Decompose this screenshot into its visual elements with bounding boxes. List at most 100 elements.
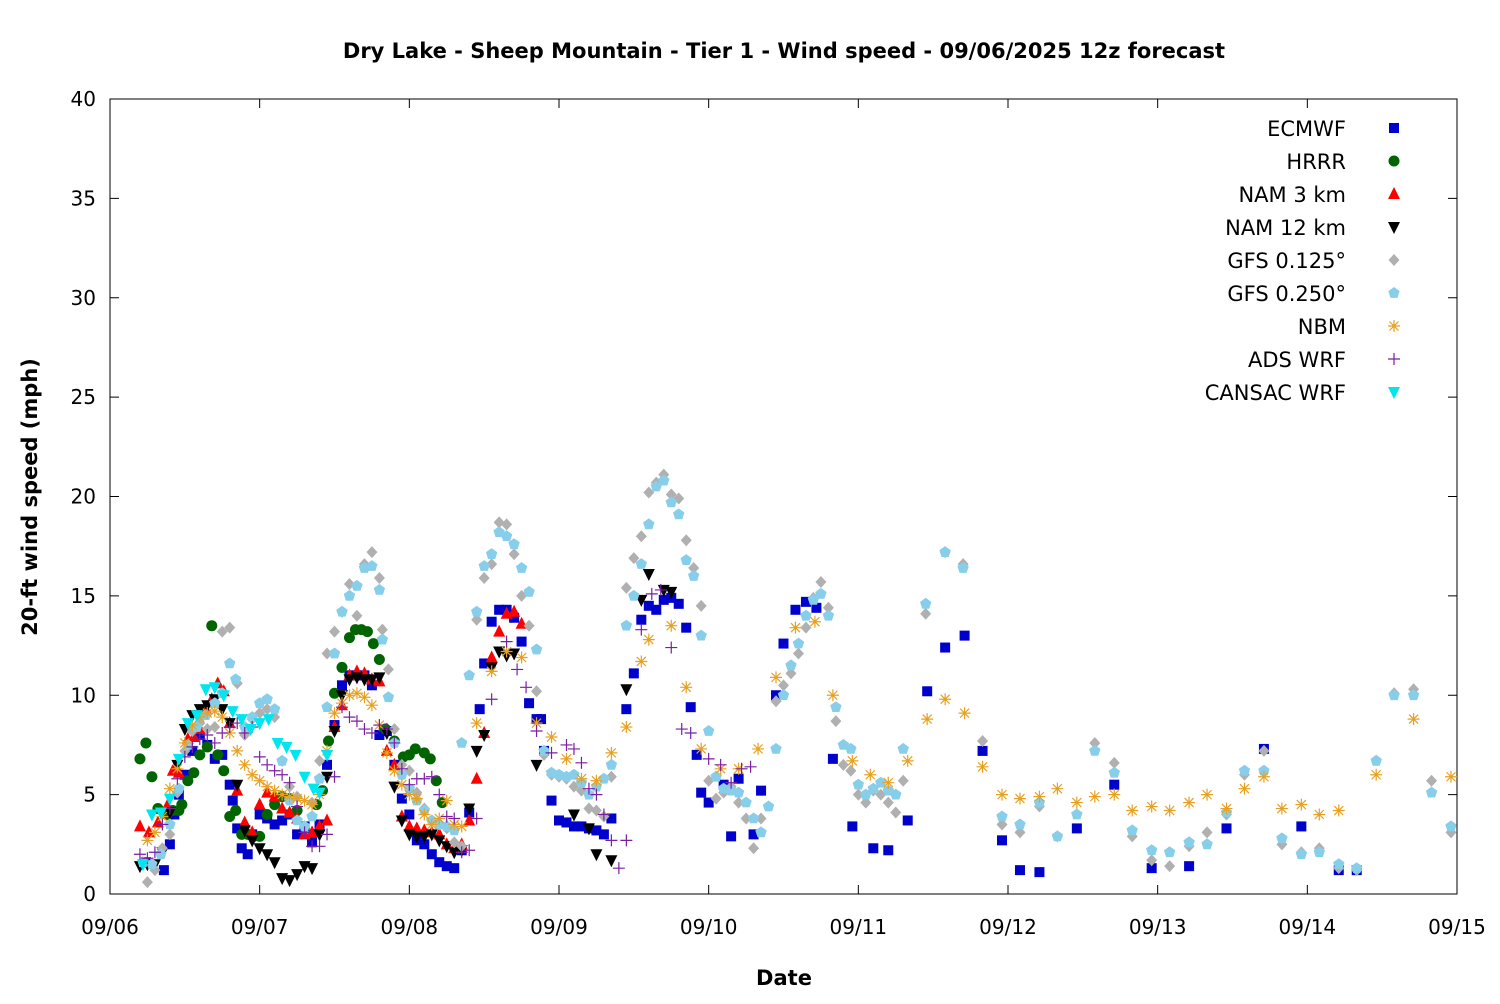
data-point [361,626,373,638]
data-point [1146,854,1158,867]
data-point [382,663,394,676]
data-point [1163,804,1176,817]
data-point [212,749,224,761]
data-point [790,604,801,615]
legend-label: HRRR [1286,150,1346,174]
data-point [433,835,446,848]
data-point [314,754,326,767]
x-tick-label: 09/08 [381,915,439,939]
data-point [261,849,274,862]
data-point [897,774,909,787]
data-point [268,764,281,777]
data-point [148,846,161,859]
data-point [939,546,951,557]
data-point [762,800,775,812]
data-point [582,823,595,836]
legend-label: NBM [1298,315,1346,339]
data-point [875,776,887,788]
data-point [1445,820,1457,832]
data-point [957,562,969,573]
data-point [268,857,281,870]
x-tick-label: 09/06 [81,915,139,939]
data-point [224,657,236,669]
data-point [261,703,273,716]
data-point [217,690,230,703]
legend-item-hrrr: HRRR [1286,150,1400,174]
data-point [508,548,520,561]
data-point [253,774,266,787]
data-point [1183,796,1196,809]
data-point [419,839,430,850]
data-point [890,806,902,819]
data-point [194,749,206,761]
data-point [1295,798,1308,811]
data-point [520,681,533,694]
data-point [493,646,506,659]
data-point [1163,846,1176,858]
data-point [1257,770,1270,783]
data-point [733,773,744,784]
x-tick-label: 09/13 [1129,915,1187,939]
data-point [645,587,658,600]
data-point [1388,689,1400,701]
data-point [493,624,506,637]
data-point [238,758,251,771]
data-point [710,770,722,782]
data-point [158,865,169,876]
data-point [590,804,602,817]
data-point [190,710,203,723]
data-point [800,621,812,634]
data-point [1221,823,1232,834]
data-point [395,762,408,775]
data-point [470,812,483,825]
x-tick-label: 09/11 [830,915,888,939]
data-point [478,560,490,571]
data-point [545,746,558,759]
data-point [524,698,535,709]
data-point [321,828,334,841]
data-point [1014,818,1026,830]
data-point [685,702,696,713]
data-point [380,723,393,736]
data-point [921,713,934,726]
data-point [410,792,423,805]
data-point [142,825,155,838]
data-point [1332,804,1345,817]
data-point [1108,766,1120,778]
data-point [643,600,654,611]
legend-marker [1388,187,1400,199]
data-point [485,693,498,706]
data-point [283,875,296,888]
data-point [732,786,745,798]
data-point [155,848,167,860]
data-point [307,783,320,796]
data-point [1295,848,1308,860]
data-point [376,633,389,645]
data-point [852,778,864,790]
data-point [650,480,662,492]
data-point [561,817,572,828]
data-point [298,826,311,839]
data-point [1146,863,1157,874]
data-point [208,736,221,749]
data-point [418,808,431,821]
data-point [366,560,378,571]
data-point [328,647,341,659]
data-point [141,876,153,889]
data-point [680,534,692,547]
legend-item-ecmwf: ECMWF [1267,117,1399,141]
data-point [463,669,475,681]
data-point [133,848,146,861]
data-point [321,813,334,826]
data-point [367,638,379,650]
data-point [675,723,688,736]
data-point [508,538,520,550]
data-point [365,674,378,687]
data-point [253,843,266,856]
data-point [800,609,812,621]
chart-title: Dry Lake - Sheep Mountain - Tier 1 - Win… [343,39,1225,63]
data-point [235,714,248,727]
data-point [830,715,842,728]
data-point [1276,832,1288,844]
data-point [238,815,251,828]
